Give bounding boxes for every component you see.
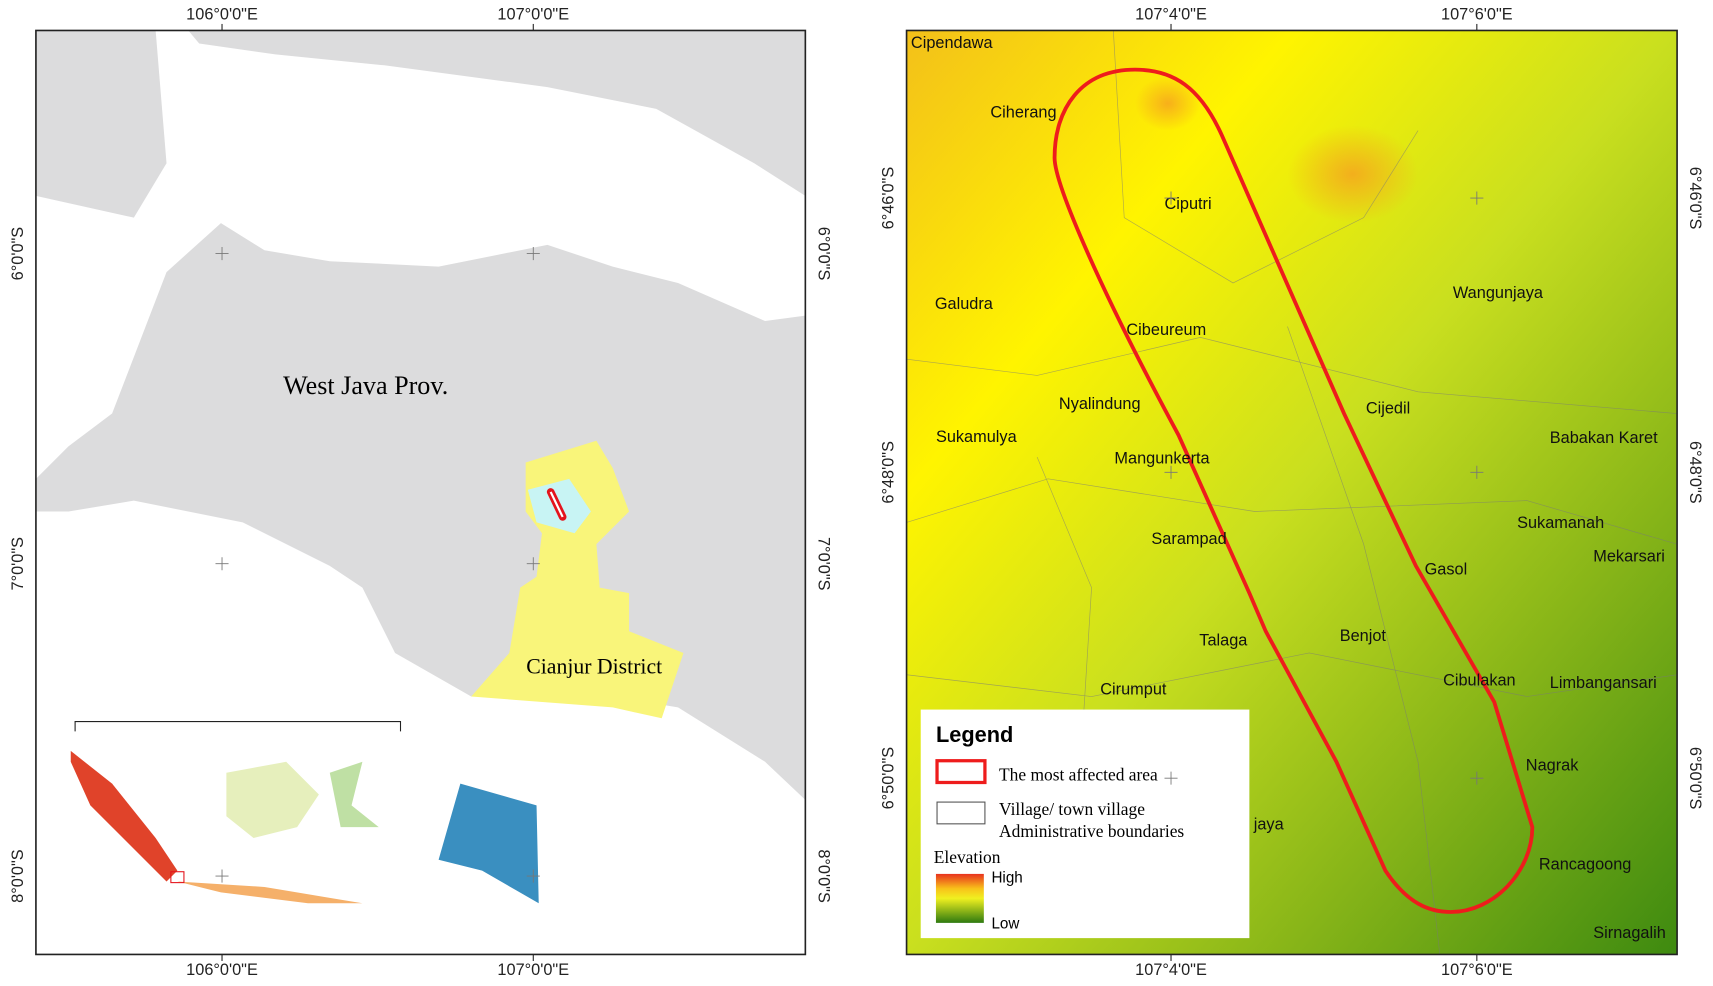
village-label: Babakan Karet xyxy=(1550,429,1658,447)
village-label: Cipendawa xyxy=(911,34,994,52)
village-label: Sirnagalih xyxy=(1593,924,1666,942)
village-label: Cijedil xyxy=(1366,400,1410,418)
village-label: Mekarsari xyxy=(1593,548,1665,566)
overview-map xyxy=(35,30,806,955)
legend-label: The most affected area xyxy=(999,764,1158,784)
y-tick-label: 8°0'0"S xyxy=(9,849,27,903)
y-tick-label: 6°48'0"S xyxy=(880,441,898,504)
x-tick-label: 106°0'0"E xyxy=(186,6,258,24)
village-label: Rancagoong xyxy=(1539,856,1632,874)
graticule-cross xyxy=(1164,191,1178,205)
graticule-cross xyxy=(526,557,540,571)
y-tick-label: 6°50'0"S xyxy=(1686,747,1704,810)
graticule-cross xyxy=(215,869,229,883)
y-tick-label: 6°46'0"S xyxy=(1686,167,1704,230)
x-tick-label: 107°0'0"E xyxy=(497,961,569,979)
village-label: Nyalindung xyxy=(1059,395,1141,413)
village-label: Limbangansari xyxy=(1550,674,1657,692)
village-label: Sukamanah xyxy=(1517,514,1604,532)
village-label: Gasol xyxy=(1425,561,1468,579)
village-label: Sukamulya xyxy=(936,428,1018,446)
x-tick-label: 107°6'0"E xyxy=(1441,961,1513,979)
graticule-cross xyxy=(215,247,229,261)
legend-title: Legend xyxy=(936,722,1013,747)
graticule-cross xyxy=(1470,771,1484,785)
village-label: jaya xyxy=(1253,815,1285,833)
legend-label: Low xyxy=(991,915,1020,932)
village-label: Nagrak xyxy=(1526,757,1579,775)
village-label: Wangunjaya xyxy=(1453,284,1544,302)
graticule-cross xyxy=(1164,771,1178,785)
y-tick-label: 6°46'0"S xyxy=(880,167,898,230)
graticule-cross xyxy=(215,557,229,571)
y-tick-label: 6°48'0"S xyxy=(1686,441,1704,504)
legend-label: Administrative boundaries xyxy=(999,821,1184,841)
village-label: Ciputri xyxy=(1164,195,1211,213)
graticule-cross xyxy=(1164,465,1178,479)
village-label: Benjot xyxy=(1340,627,1387,645)
x-tick-label: 107°4'0"E xyxy=(1135,961,1207,979)
village-label: Cirumput xyxy=(1100,680,1167,698)
region-label: Cianjur District xyxy=(526,655,662,679)
y-tick-label: 8°0'0"S xyxy=(814,849,832,903)
legend-label: Elevation xyxy=(934,847,1001,867)
village-label: Talaga xyxy=(1199,631,1248,649)
x-tick-label: 107°4'0"E xyxy=(1135,6,1207,24)
village-label: Cibeureum xyxy=(1126,321,1206,339)
region-label: West Java Prov. xyxy=(283,371,448,400)
village-label: Mangunkerta xyxy=(1114,450,1210,468)
village-label: Sarampad xyxy=(1151,530,1226,548)
affected-area xyxy=(1052,67,1535,914)
village-label: Ciherang xyxy=(990,104,1056,122)
y-tick-label: 7°0'0"S xyxy=(814,537,832,591)
y-tick-label: 7°0'0"S xyxy=(9,537,27,591)
x-tick-label: 107°6'0"E xyxy=(1441,6,1513,24)
graticule-cross xyxy=(1470,191,1484,205)
village-label: Galudra xyxy=(935,295,994,313)
legend: Legend The most affected area Village/ t… xyxy=(920,709,1250,939)
graticule-cross xyxy=(526,247,540,261)
x-tick-label: 106°0'0"E xyxy=(186,961,258,979)
y-tick-label: 6°50'0"S xyxy=(880,747,898,810)
y-tick-label: 6°0'0"S xyxy=(9,227,27,281)
graticule-cross xyxy=(526,869,540,883)
village-label: Cibulakan xyxy=(1443,672,1516,690)
x-tick-label: 107°0'0"E xyxy=(497,6,569,24)
y-tick-label: 6°0'0"S xyxy=(814,227,832,281)
legend-label: High xyxy=(991,870,1022,887)
legend-label: Village/ town village xyxy=(999,799,1145,819)
graticule-cross xyxy=(1470,465,1484,479)
